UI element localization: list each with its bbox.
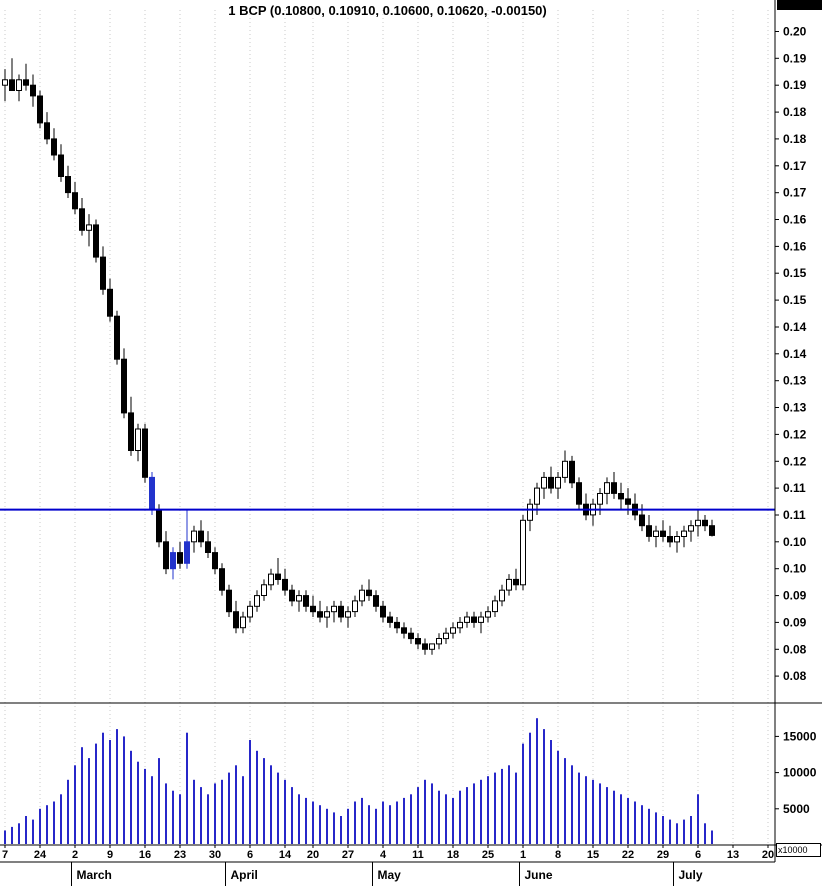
svg-text:1: 1 [520,849,526,861]
svg-text:0.18: 0.18 [783,132,807,146]
volume-axis-labels: 5000 10000 15000 [775,729,817,816]
svg-text:0.15: 0.15 [783,266,807,280]
svg-text:4: 4 [380,849,387,861]
svg-text:15: 15 [587,849,599,861]
svg-text:20: 20 [307,849,319,861]
svg-text:22: 22 [622,849,634,861]
svg-text:June: June [525,868,553,882]
svg-text:16: 16 [139,849,151,861]
svg-text:0.18: 0.18 [783,105,807,119]
svg-text:0.08: 0.08 [783,669,807,683]
svg-text:0.14: 0.14 [783,347,807,361]
svg-text:5000: 5000 [783,802,810,816]
price-axis-labels: 0.20 0.19 0.19 0.18 0.18 0.17 0.17 0.16 0.16 0.15… [775,25,807,683]
svg-text:20: 20 [762,849,774,861]
svg-text:0.11: 0.11 [783,481,806,495]
svg-text:0.16: 0.16 [783,239,807,253]
svg-text:May: May [378,868,402,882]
date-axis-labels: 7 24 2 9 16 23 30 6 14 20 27 4 11 18 25 1 8 15 22 29 6 13 20 [2,845,774,861]
volume-scale-note: x10000 [776,843,821,857]
svg-text:18: 18 [447,849,459,861]
svg-text:0.12: 0.12 [783,454,807,468]
svg-text:0.19: 0.19 [783,78,807,92]
svg-text:10000: 10000 [783,766,817,780]
svg-text:29: 29 [657,849,669,861]
svg-text:11: 11 [412,849,424,861]
svg-text:0.10: 0.10 [783,562,807,576]
svg-text:0.19: 0.19 [783,51,807,65]
month-axis-labels: March April May June July [71,862,703,886]
volume-pane[interactable] [4,718,713,844]
svg-text:6: 6 [695,849,701,861]
svg-text:2: 2 [72,849,78,861]
svg-text:24: 24 [34,849,47,861]
svg-text:7: 7 [2,849,8,861]
svg-text:July: July [679,868,703,882]
price-pane[interactable] [2,58,715,655]
svg-text:0.13: 0.13 [783,374,807,388]
svg-text:0.09: 0.09 [783,589,807,603]
svg-text:0.08: 0.08 [783,642,807,656]
svg-text:April: April [231,868,258,882]
svg-text:25: 25 [482,849,494,861]
svg-text:13: 13 [727,849,739,861]
svg-text:March: March [77,868,112,882]
svg-text:0.14: 0.14 [783,320,807,334]
svg-text:0.11: 0.11 [783,508,806,522]
svg-text:6: 6 [247,849,253,861]
svg-text:0.09: 0.09 [783,615,807,629]
svg-text:0.13: 0.13 [783,401,807,415]
svg-text:0.17: 0.17 [783,159,807,173]
svg-text:8: 8 [555,849,561,861]
svg-text:23: 23 [174,849,186,861]
svg-text:0.17: 0.17 [783,186,807,200]
svg-text:30: 30 [209,849,221,861]
svg-text:9: 9 [107,849,113,861]
pane-frame [0,0,822,863]
chart-title: 1 BCP (0.10800, 0.10910, 0.10600, 0.1062… [228,3,547,18]
svg-text:0.12: 0.12 [783,427,807,441]
svg-text:14: 14 [279,849,292,861]
svg-text:0.16: 0.16 [783,213,807,227]
svg-text:0.20: 0.20 [783,25,807,39]
svg-text:0.10: 0.10 [783,535,807,549]
svg-text:0.15: 0.15 [783,293,807,307]
svg-text:15000: 15000 [783,729,817,743]
svg-text:27: 27 [342,849,354,861]
